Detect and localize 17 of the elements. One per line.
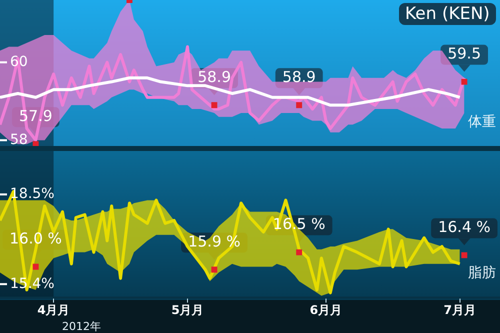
x-tick-label: 7月月 bbox=[444, 302, 476, 317]
chart-title: Ken (KEN) bbox=[399, 3, 496, 25]
x-tick-label: 5月月 bbox=[171, 302, 204, 317]
y-axis-title: 脂肪 bbox=[468, 264, 496, 282]
data-label: 58.9 bbox=[198, 68, 231, 86]
text: 2012年 bbox=[62, 320, 101, 333]
x-tick-label: 4月月 bbox=[37, 302, 70, 317]
data-label: 16.0 % bbox=[10, 230, 62, 248]
data-label: 16.4 % bbox=[438, 218, 490, 236]
y-tick-label: 60 bbox=[10, 54, 28, 70]
y-axis-title: 体重 bbox=[468, 113, 496, 131]
data-label: 58.9 bbox=[282, 68, 316, 86]
data-label: 57.9 bbox=[19, 106, 52, 125]
data-label: 59.5 bbox=[448, 44, 481, 63]
y-tick-label: 58 bbox=[10, 132, 28, 148]
data-label: 15.9 % bbox=[188, 232, 240, 251]
x-tick-label: 6月月 bbox=[310, 302, 342, 317]
